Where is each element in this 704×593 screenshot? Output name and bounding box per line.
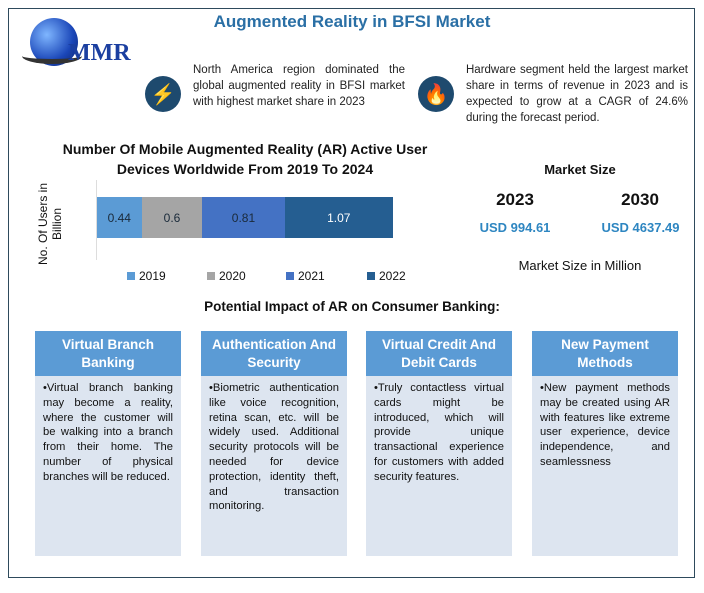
card-text: •Virtual branch banking may become a rea… bbox=[43, 382, 173, 483]
legend-item-2022: 2022 bbox=[367, 269, 406, 283]
card-title: Virtual Branch Banking bbox=[35, 331, 181, 376]
card-text: •Truly contactless virtual cards might b… bbox=[374, 382, 504, 483]
year-2023: 2023 bbox=[496, 190, 534, 209]
y-axis-line bbox=[96, 180, 97, 260]
logo-swoosh bbox=[22, 48, 82, 64]
value-2023: USD 994.61 bbox=[479, 220, 551, 235]
card-title: Authentication And Security bbox=[201, 331, 347, 376]
card-text: •Biometric authentication like voice rec… bbox=[209, 382, 339, 513]
legend-label: 2020 bbox=[219, 269, 246, 283]
logo-text: MMR bbox=[68, 40, 131, 66]
market-size-note: Market Size in Million bbox=[518, 258, 642, 273]
legend-swatch bbox=[367, 272, 375, 280]
card-text: •New payment methods may be created usin… bbox=[540, 382, 670, 468]
value-2030: USD 4637.49 bbox=[601, 220, 680, 235]
legend-label: 2022 bbox=[379, 269, 406, 283]
card-virtual-cards: Virtual Credit And Debit Cards •Truly con… bbox=[366, 331, 512, 556]
bar-segment-2021: 0.81 bbox=[202, 197, 285, 238]
card-virtual-branch-banking: Virtual Branch Banking •Virtual branch ba… bbox=[35, 331, 181, 556]
bar-segment-2019: 0.44 bbox=[97, 197, 142, 238]
legend-label: 2019 bbox=[139, 269, 166, 283]
data-label: 1.07 bbox=[327, 210, 351, 225]
data-label: 0.44 bbox=[107, 210, 131, 225]
data-label: 0.6 bbox=[163, 210, 181, 225]
impact-title: Potential Impact of AR on Consumer Banki… bbox=[204, 299, 500, 314]
legend-swatch bbox=[127, 272, 135, 280]
flame-icon: 🔥 bbox=[418, 76, 454, 112]
chart-title: Number Of Mobile Augmented Reality (AR) … bbox=[62, 141, 428, 177]
bar-segment-2020: 0.6 bbox=[141, 197, 203, 238]
bar-segment-2022: 1.07 bbox=[284, 197, 393, 238]
infographic-frame bbox=[8, 8, 695, 578]
market-size-title: Market Size bbox=[544, 162, 616, 177]
legend-swatch bbox=[286, 272, 294, 280]
legend-swatch bbox=[207, 272, 215, 280]
y-axis-label: No. Of Users in Billion bbox=[36, 182, 64, 266]
lightning-icon: ⚡ bbox=[145, 76, 181, 112]
legend-item-2021: 2021 bbox=[286, 269, 325, 283]
legend-label: 2021 bbox=[298, 269, 325, 283]
card-new-payment-methods: New Payment Methods •New payment methods … bbox=[532, 331, 678, 556]
legend-item-2019: 2019 bbox=[127, 269, 166, 283]
card-title: Virtual Credit And Debit Cards bbox=[366, 331, 512, 376]
legend-item-2020: 2020 bbox=[207, 269, 246, 283]
data-label: 0.81 bbox=[231, 210, 256, 225]
year-2030: 2030 bbox=[621, 190, 659, 209]
card-authentication-security: Authentication And Security •Biometric au… bbox=[201, 331, 347, 556]
card-title: New Payment Methods bbox=[532, 331, 678, 376]
page-title: Augmented Reality in BFSI Market bbox=[213, 12, 491, 31]
mmr-logo: MMR bbox=[22, 18, 147, 78]
highlight-north-america: North America region dominated the globa… bbox=[193, 64, 405, 108]
highlight-hardware: Hardware segment held the largest market… bbox=[466, 64, 688, 124]
